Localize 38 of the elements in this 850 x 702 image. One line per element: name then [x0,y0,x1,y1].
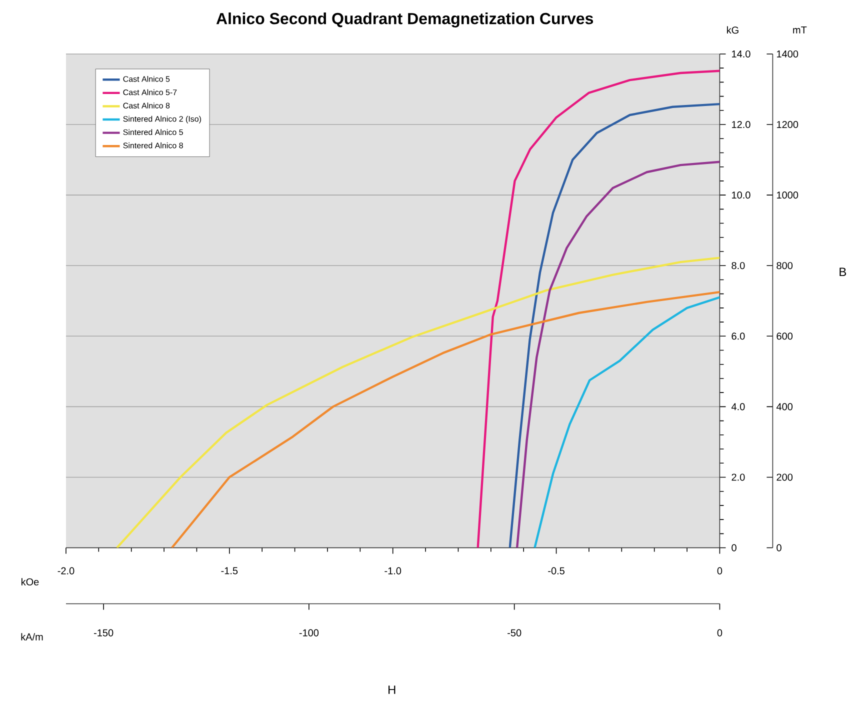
line-series [116,256,720,548]
line-series [508,103,720,548]
y2-tick-label: 1000 [777,192,798,199]
text: H [388,686,396,694]
y-tick-label: 10.0 [732,192,750,199]
y-tick-label: 4.0 [731,403,745,410]
y-tick-label: 0 [732,544,736,552]
y-axis-title: kG [727,26,738,34]
line-series [516,160,720,548]
x2-tick-label: 0 [717,629,722,636]
y-tick-label: 14.0 [732,50,750,58]
y-tick-label: 12.0 [732,121,750,128]
line-series [170,291,720,548]
x2-tick-label: -100 [299,629,319,636]
y-tick-label: 6.0 [732,332,745,340]
x-tick-label: 0 [717,567,722,575]
x-tick-label: -2.0 [58,567,74,575]
y2-tick-label: 1400 [777,50,798,58]
text: B [840,268,846,276]
chart-title: Alnico Second Quadrant Demagnetization Curves [216,12,594,28]
line-series [534,296,720,548]
y2-tick-label: 0 [776,544,782,552]
y2-tick-label: 400 [776,403,793,410]
x-tick-label: -1.5 [221,567,238,574]
x2-tick-label: -150 [94,629,114,636]
y-tick-label: 2.0 [732,474,745,481]
y2-tick-label: 1200 [777,121,798,128]
y2-axis-title: mT [793,26,807,34]
y2-tick-label: 800 [776,262,793,270]
x-tick-label: -0.5 [548,567,564,575]
x-axis-title: kOe [22,578,39,586]
line-series [476,70,720,548]
y2-tick-label: 200 [776,474,793,481]
y2-tick-label: 600 [776,332,793,340]
x-tick-label: -1.0 [384,567,402,575]
y-tick-label: 8.0 [732,262,745,270]
x2-tick-label: -50 [508,629,522,636]
x2-axis-title: kA/m [21,633,43,641]
